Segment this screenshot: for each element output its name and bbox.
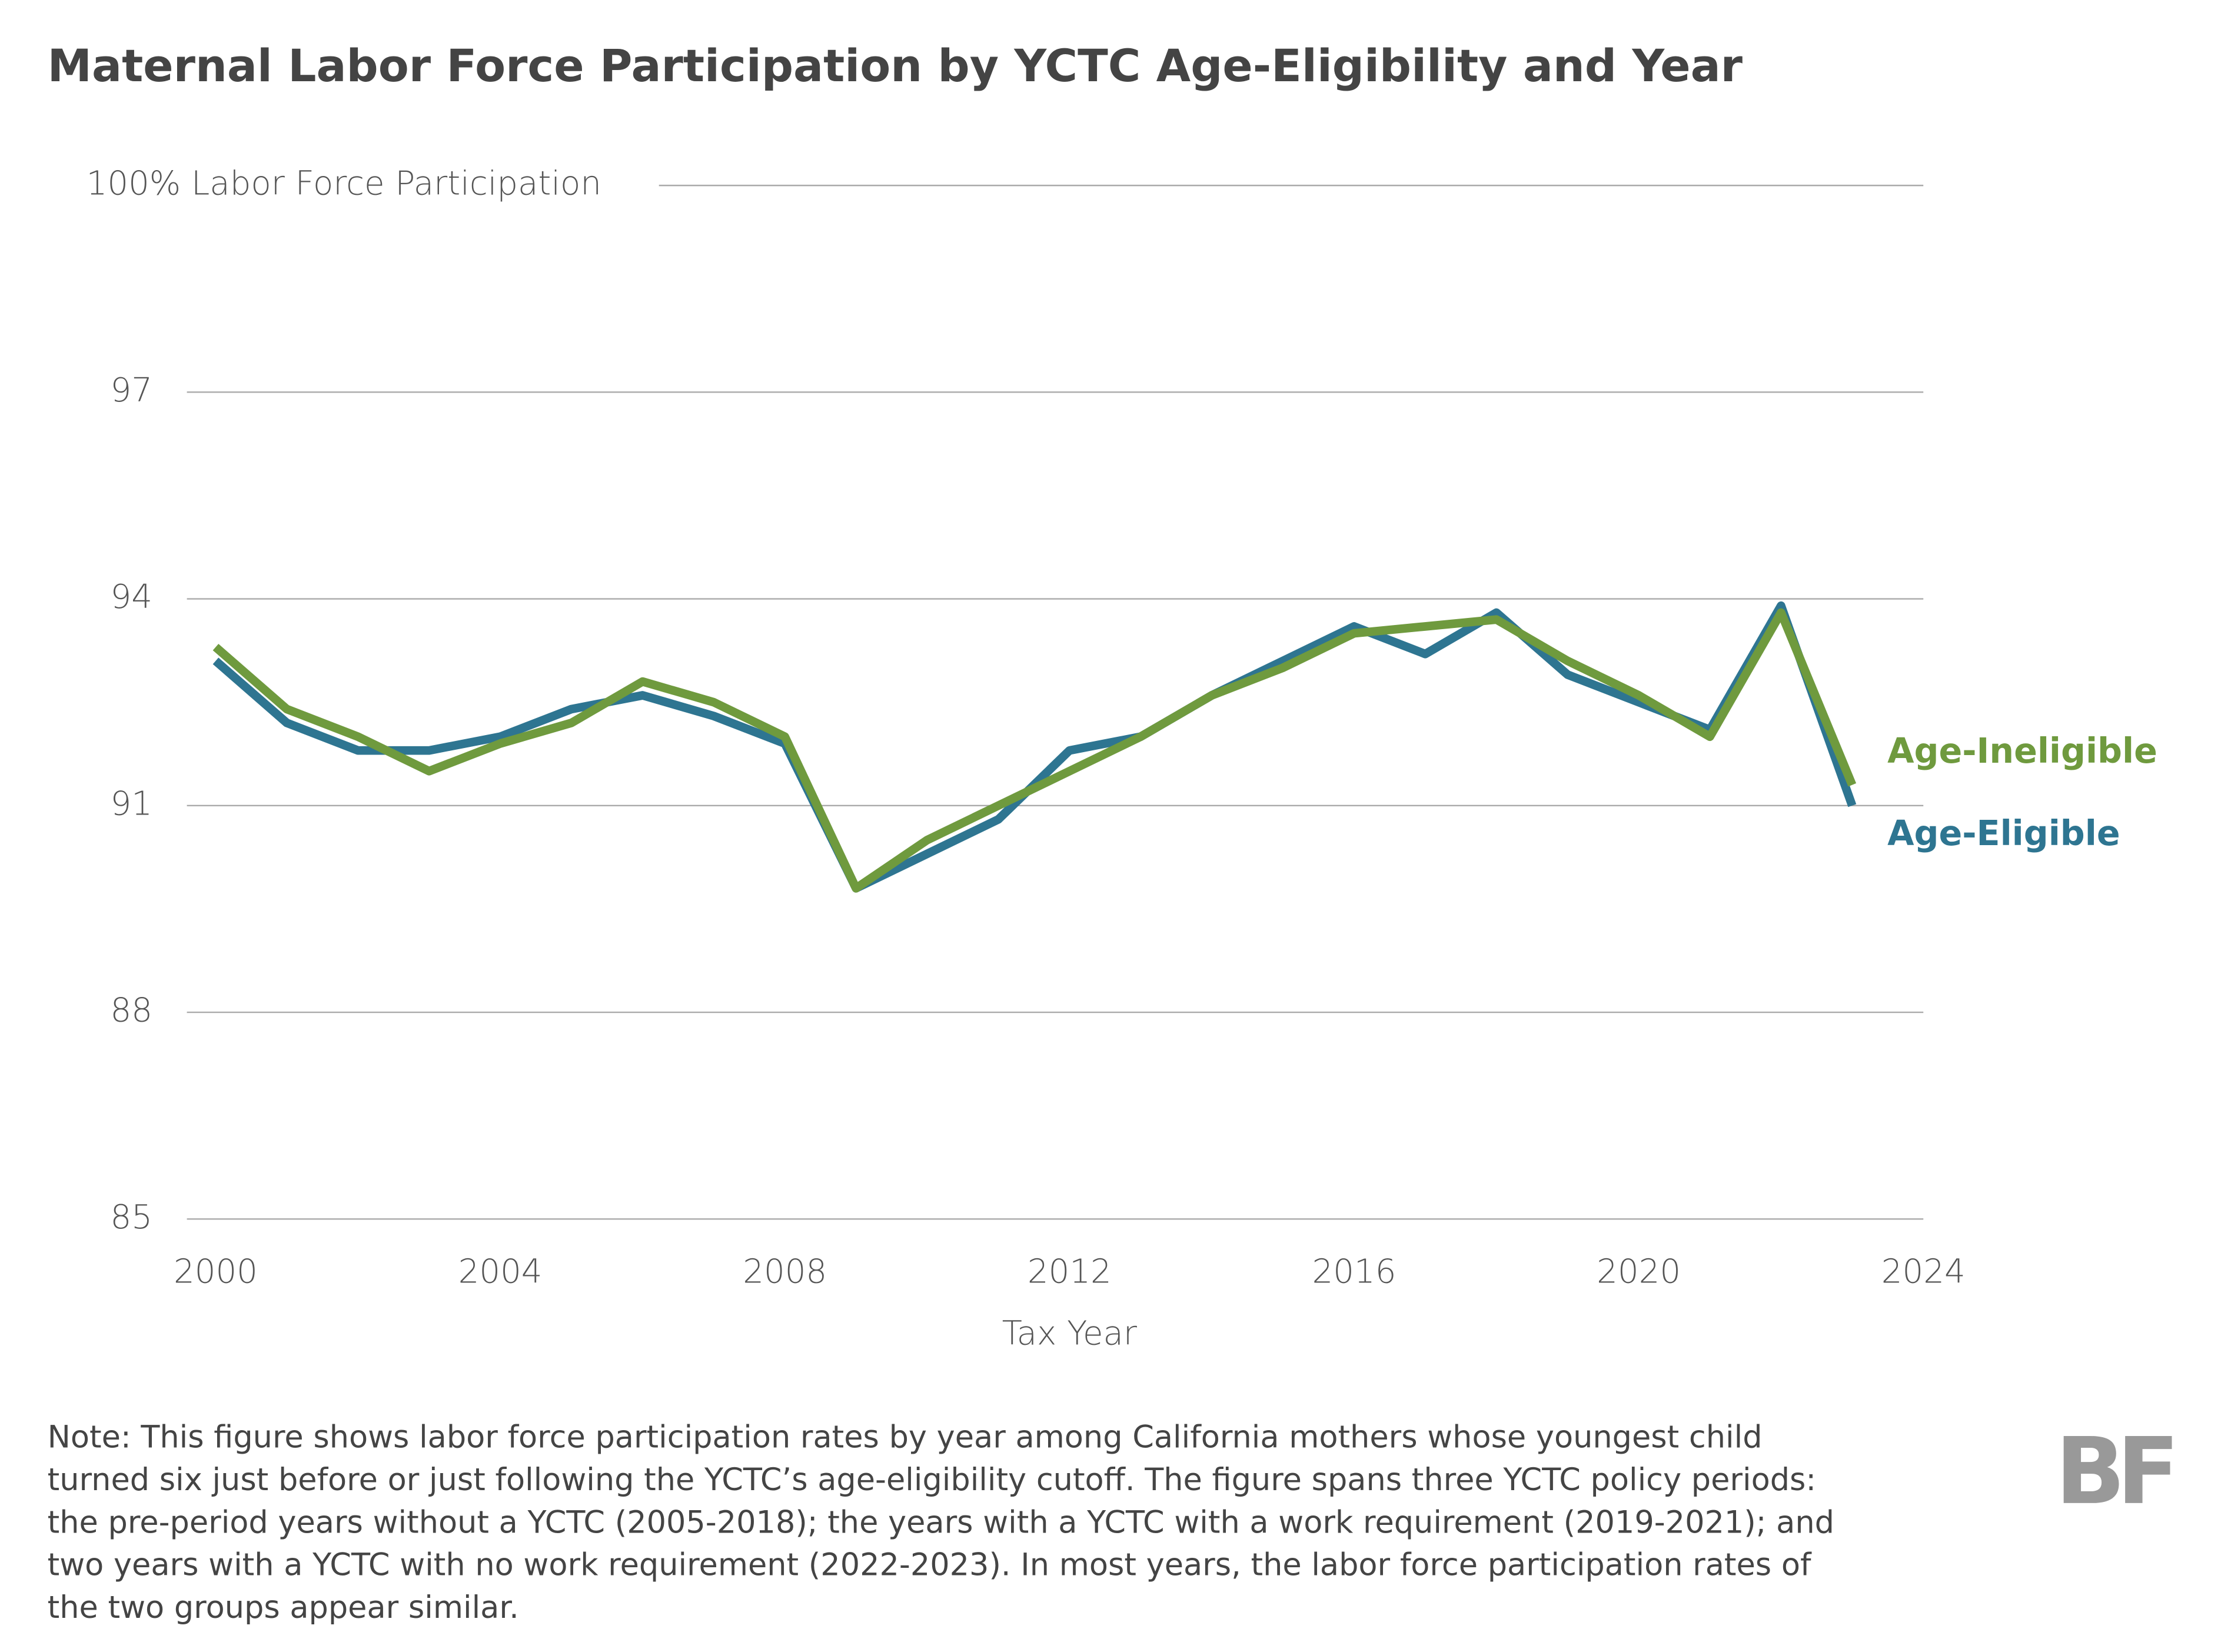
note-line: two years with a YCTC with no work requi… <box>48 1547 1812 1583</box>
x-tick-label: 2012 <box>1028 1253 1112 1291</box>
y-tick-label: 88 <box>111 992 152 1030</box>
y-tick-label: 97 <box>111 371 152 410</box>
x-tick-label: 2004 <box>458 1253 543 1291</box>
x-tick-label: 2016 <box>1312 1253 1397 1291</box>
note-line: turned six just before or just following… <box>48 1462 1816 1498</box>
y-tick-label: 85 <box>111 1198 152 1236</box>
y-tick-label: 94 <box>111 578 152 616</box>
note-line: the two groups appear similar. <box>48 1590 519 1626</box>
x-tick-label: 2024 <box>1881 1253 1966 1291</box>
note-line: the pre-period years without a YCTC (200… <box>48 1504 1834 1540</box>
logo: BF <box>2055 1418 2172 1525</box>
chart-title: Maternal Labor Force Participation by YC… <box>48 40 1743 92</box>
legend-label: Age-Ineligible <box>1887 731 2157 771</box>
y-tick-label: 100% Labor Force Participation <box>87 165 601 203</box>
x-axis-label: Tax Year <box>1002 1315 1138 1353</box>
x-tick-label: 2008 <box>743 1253 827 1291</box>
legend-label: Age-Eligible <box>1887 813 2120 853</box>
series-line <box>212 608 1857 893</box>
x-tick-label: 2000 <box>174 1253 258 1291</box>
x-tick-label: 2020 <box>1597 1253 1681 1291</box>
note-line: Note: This figure shows labor force part… <box>48 1420 1763 1455</box>
y-tick-label: 91 <box>111 785 152 823</box>
